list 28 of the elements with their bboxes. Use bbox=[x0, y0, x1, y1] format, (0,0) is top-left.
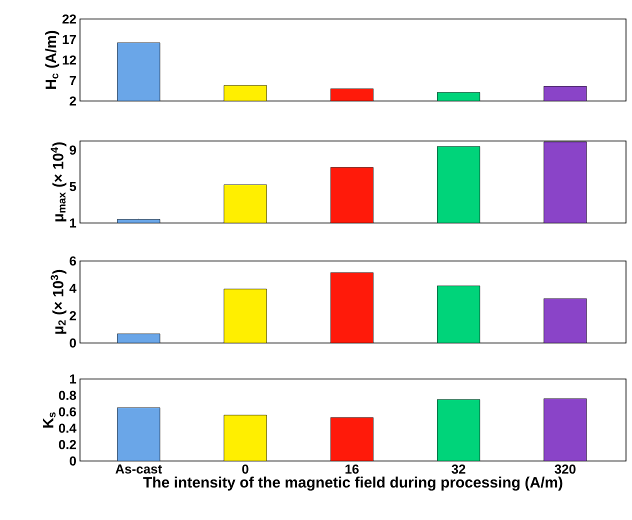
y-tick-label: 2 bbox=[70, 311, 76, 320]
x-tick-label: As-cast bbox=[116, 464, 162, 474]
y-tick-label: 6 bbox=[70, 256, 76, 266]
y-axis-title: K$_{s}$ bbox=[42, 412, 56, 428]
y-tick-label: 12 bbox=[62, 55, 76, 65]
y-tick-label: 0 bbox=[70, 456, 76, 466]
y-tick-label: 0 bbox=[70, 338, 76, 348]
y-tick-label: 2 bbox=[70, 96, 76, 106]
y-tick-label: 5 bbox=[70, 182, 76, 192]
y-tick-label: 22 bbox=[62, 14, 76, 24]
y-tick-label: 0.6 bbox=[58, 407, 76, 416]
x-axis-title: The intensity of the magnetic field during processing (A/m) bbox=[143, 476, 562, 491]
y-axis-title: μ$_{max}$ (× 10$^{4}$) bbox=[50, 142, 66, 222]
y-tick-label: 7 bbox=[70, 76, 76, 85]
x-tick-label: 16 bbox=[346, 464, 359, 474]
y-tick-label: 1 bbox=[70, 374, 76, 384]
y-tick-label: 0.4 bbox=[58, 424, 76, 433]
y-axis-title: μ$_{2}$ (× 10$^{3}$) bbox=[50, 270, 66, 334]
x-tick-label: 32 bbox=[452, 464, 466, 474]
y-tick-label: 4 bbox=[69, 284, 76, 293]
x-tick-label: 0 bbox=[242, 464, 248, 474]
y-tick-label: 1 bbox=[70, 218, 76, 228]
y-axis-title: H$_{c}$ (A/m) bbox=[45, 30, 60, 89]
y-tick-label: 0.8 bbox=[58, 390, 76, 400]
x-tick-label: 320 bbox=[554, 464, 576, 474]
y-tick-label: 17 bbox=[62, 35, 76, 44]
y-tick-label: 0.2 bbox=[58, 440, 76, 450]
y-tick-label: 9 bbox=[70, 146, 76, 155]
